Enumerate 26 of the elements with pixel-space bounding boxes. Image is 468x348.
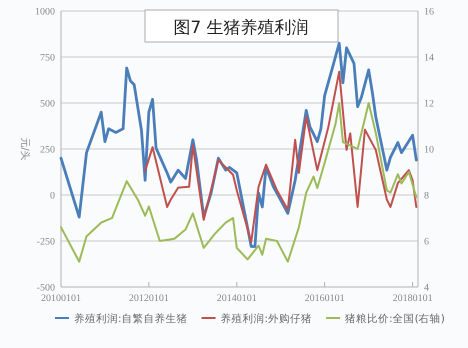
x-tick-label: 20140101 bbox=[216, 293, 257, 304]
y-tick-label: -500 bbox=[36, 282, 55, 294]
y2-tick-label: 8 bbox=[424, 190, 429, 202]
y-tick-label: -250 bbox=[36, 236, 55, 248]
y-tick-label: 750 bbox=[40, 52, 55, 64]
line-series bbox=[60, 102, 418, 263]
y2-tick-label: 4 bbox=[424, 282, 429, 294]
chart-title: 图7 生猪养殖利润 bbox=[173, 18, 309, 38]
x-tick-label: 20180101 bbox=[392, 293, 433, 304]
y2-tick-label: 14 bbox=[424, 52, 434, 64]
x-tick-label: 20100101 bbox=[41, 293, 81, 304]
line-series bbox=[144, 70, 418, 243]
legend-label: 养殖利润:外购仔猪 bbox=[220, 312, 312, 325]
y-tick-label: 500 bbox=[40, 98, 55, 110]
legend-label: 猪粮比价:全国(右轴) bbox=[345, 312, 445, 325]
y2-tick-label: 10 bbox=[424, 144, 434, 156]
y2-tick-label: 12 bbox=[424, 98, 434, 110]
x-tick-label: 20120101 bbox=[128, 293, 169, 304]
y-tick-label: 250 bbox=[40, 144, 55, 156]
legend-label: 养殖利润:自繁自养生猪 bbox=[74, 312, 188, 325]
x-tick-label: 20160101 bbox=[304, 293, 345, 304]
y-tick-label: 0 bbox=[50, 190, 55, 202]
y2-tick-label: 16 bbox=[424, 6, 434, 18]
y2-tick-label: 6 bbox=[424, 236, 429, 248]
y-axis-title: 元/头 bbox=[19, 137, 31, 161]
y-tick-label: 1000 bbox=[35, 6, 55, 18]
